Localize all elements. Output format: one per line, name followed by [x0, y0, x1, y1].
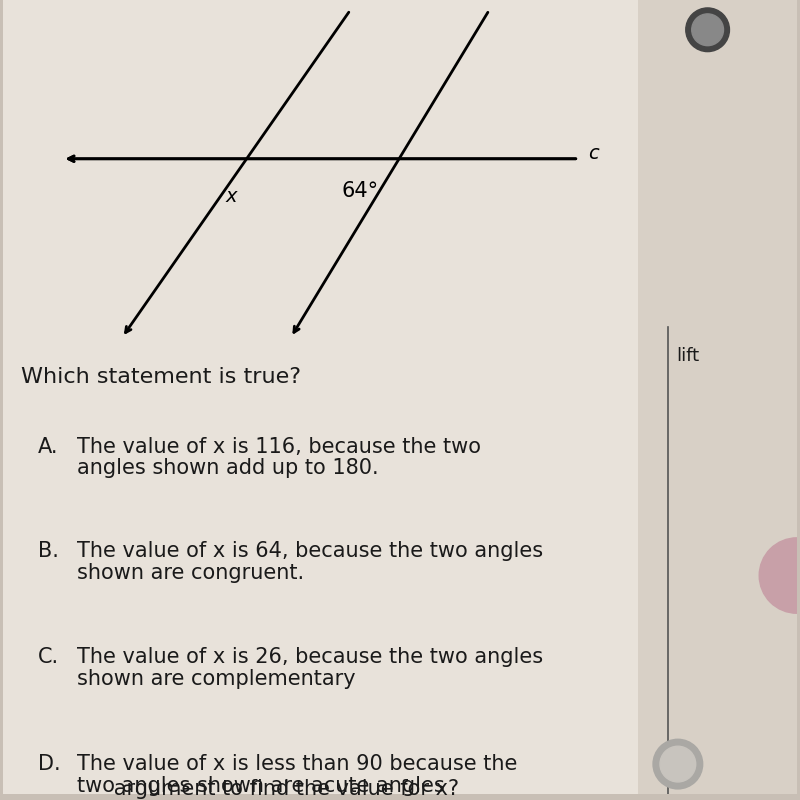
Text: D.: D. — [38, 754, 61, 774]
Text: two angles shown are acute angles: two angles shown are acute angles — [78, 776, 446, 796]
Text: Which statement is true?: Which statement is true? — [21, 367, 301, 387]
Circle shape — [653, 739, 702, 789]
Text: shown are complementary: shown are complementary — [78, 669, 356, 689]
FancyBboxPatch shape — [3, 0, 658, 794]
Text: 64°: 64° — [342, 181, 379, 201]
Text: shown are congruent.: shown are congruent. — [78, 562, 305, 582]
Text: A.: A. — [38, 437, 58, 457]
Text: The value of x is less than 90 because the: The value of x is less than 90 because t… — [78, 754, 518, 774]
Text: argument to find the value for x?: argument to find the value for x? — [21, 779, 459, 799]
Text: C.: C. — [38, 647, 59, 667]
Circle shape — [660, 746, 696, 782]
Text: c: c — [589, 144, 599, 163]
Text: The value of x is 64, because the two angles: The value of x is 64, because the two an… — [78, 541, 544, 561]
Wedge shape — [759, 538, 797, 614]
Text: The value of x is 116, because the two: The value of x is 116, because the two — [78, 437, 482, 457]
Text: The value of x is 26, because the two angles: The value of x is 26, because the two an… — [78, 647, 544, 667]
Circle shape — [686, 8, 730, 52]
Text: x: x — [226, 186, 237, 206]
Text: angles shown add up to 180.: angles shown add up to 180. — [78, 458, 379, 478]
FancyBboxPatch shape — [638, 0, 797, 794]
Text: lift: lift — [676, 347, 699, 366]
Text: B.: B. — [38, 541, 58, 561]
Circle shape — [692, 14, 723, 46]
